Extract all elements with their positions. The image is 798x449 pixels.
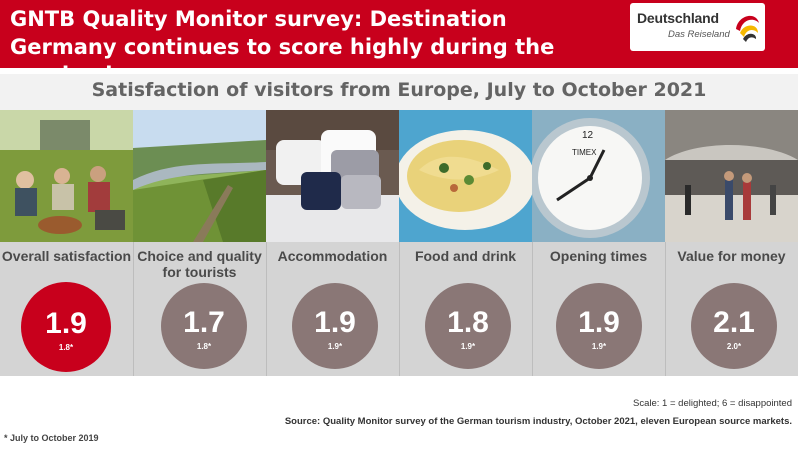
score-value: 1.9 — [578, 306, 620, 339]
column-divider — [266, 242, 267, 376]
logo-wordmark: Deutschland — [637, 10, 719, 26]
subtitle-band — [0, 74, 798, 110]
photo-alarm-clock: TIMEX 12 — [532, 110, 665, 242]
previous-score: 1.9* — [591, 342, 607, 351]
score-value: 1.7 — [183, 306, 225, 339]
category-label-accommodation: Accommodation — [277, 248, 388, 264]
column-divider — [133, 242, 134, 376]
previous-score: 1.9* — [327, 342, 343, 351]
photo-river-valley — [133, 110, 266, 242]
photo-shopping-arcade — [665, 110, 798, 242]
logo-tagline: Das Reiseland — [668, 29, 730, 40]
score-circle-food-drink: 1.8 1.9* — [425, 283, 511, 369]
header-banner: GNTB Quality Monitor survey: Destination… — [0, 0, 798, 87]
score-circle-opening-times: 1.9 1.9* — [556, 283, 642, 369]
chart-subtitle: Satisfaction of visitors from Europe, Ju… — [91, 79, 707, 101]
footnote: * July to October 2019 — [4, 433, 99, 443]
category-label-choice-quality: Choice and quality for tourists — [137, 248, 262, 280]
brand-logo: Deutschland Das Reiseland — [630, 3, 765, 51]
photo-bed-pillows — [266, 110, 399, 242]
category-label-opening-times: Opening times — [549, 248, 648, 264]
column-divider — [399, 242, 400, 376]
category-label-overall-satisfaction: Overall satisfaction — [1, 248, 132, 264]
column-divider — [665, 242, 666, 376]
svg-text:TIMEX: TIMEX — [572, 148, 597, 157]
previous-score: 1.9* — [460, 342, 476, 351]
page-title: GNTB Quality Monitor survey: Destination… — [10, 7, 555, 87]
score-value: 2.1 — [713, 306, 755, 339]
score-circle-value-for-money: 2.1 2.0* — [691, 283, 777, 369]
score-circle-overall-satisfaction: 1.9 1.8* — [21, 282, 111, 372]
score-value: 1.8 — [447, 306, 489, 339]
score-circle-choice-quality: 1.7 1.8* — [161, 283, 247, 369]
score-value: 1.9 — [45, 307, 87, 340]
score-value: 1.9 — [314, 306, 356, 339]
logo-swirl-icon — [736, 15, 759, 42]
previous-score: 1.8* — [58, 343, 74, 352]
photo-pasta-dish — [399, 110, 532, 242]
category-label-value-for-money: Value for money — [677, 248, 786, 264]
previous-score: 2.0* — [726, 342, 742, 351]
source-note: Source: Quality Monitor survey of the Ge… — [284, 416, 792, 427]
scale-note: Scale: 1 = delighted; 6 = disappointed — [633, 398, 792, 409]
previous-score: 1.8* — [196, 342, 212, 351]
category-label-food-drink: Food and drink — [414, 248, 517, 264]
column-divider — [532, 242, 533, 376]
svg-text:12: 12 — [582, 130, 594, 141]
photo-friends-picnic — [0, 110, 133, 242]
score-circle-accommodation: 1.9 1.9* — [292, 283, 378, 369]
